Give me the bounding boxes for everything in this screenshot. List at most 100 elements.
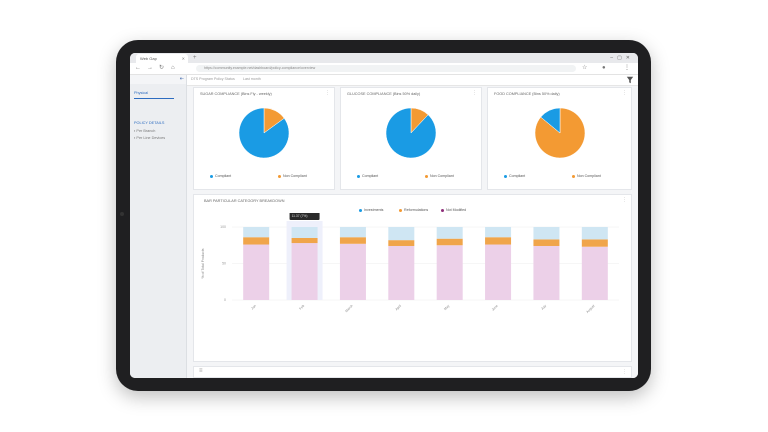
date-range-label[interactable]: Last month <box>243 77 261 81</box>
bar-segment-investments[interactable] <box>485 227 512 238</box>
legend-dot <box>210 174 213 178</box>
bar-segment-reformulations[interactable] <box>581 239 608 247</box>
bar-segment-not-modified[interactable] <box>291 243 318 300</box>
legend-dot <box>399 208 402 212</box>
bar-segment-reformulations[interactable] <box>533 239 560 246</box>
legend-reformulations: Reformulations <box>399 208 428 212</box>
card-menu-icon[interactable]: ⋮ <box>622 197 627 203</box>
card-menu-icon[interactable]: ⋮ <box>622 90 627 96</box>
profile-icon[interactable]: ● <box>602 65 606 71</box>
legend-compliant: Compliant <box>357 174 378 178</box>
x-tick-label: June <box>491 304 499 312</box>
bar-segment-not-modified[interactable] <box>339 243 366 300</box>
legend-label: Non Compliant <box>430 174 454 178</box>
close-icon[interactable]: ✕ <box>181 56 185 61</box>
pie-slice-compliant[interactable] <box>385 107 437 159</box>
legend-not-modified: Not Modified <box>441 208 466 212</box>
card-title: FOOD COMPLIANCE (Bins 50% daily) <box>494 92 560 96</box>
legend-label: Compliant <box>362 174 379 178</box>
legend-investments: Investments <box>359 208 383 212</box>
bar-segment-investments[interactable] <box>291 227 318 238</box>
star-icon[interactable]: ☆ <box>582 65 588 71</box>
sidebar-item-per-branch[interactable]: ▪ Per Branch <box>134 129 156 133</box>
bottom-card: ≡ ⋮ <box>193 366 632 378</box>
bar-segment-reformulations[interactable] <box>339 237 366 244</box>
pie-card-food: FOOD COMPLIANCE (Bins 50% daily) ⋮ Compl… <box>487 87 632 190</box>
x-tick-label: July <box>540 304 547 311</box>
screen: Web Gap ✕ + –▢✕ ← → ↻ ⌂ https://communit… <box>130 53 638 378</box>
card-menu-icon[interactable]: ⋮ <box>622 369 627 375</box>
chart-tooltip: • Reformulations11.37 (7%) <box>289 213 320 220</box>
sidebar-section-title: POLICY DETAILS <box>134 121 165 125</box>
legend-compliant: Compliant <box>210 174 231 178</box>
tooltip-value: 11.37 (7%) <box>292 214 308 218</box>
sidebar-header: ⇤ <box>130 75 186 84</box>
x-tick-label: May <box>443 304 450 311</box>
browser-menu-icon[interactable]: ⋮ <box>624 65 630 71</box>
bar-segment-not-modified[interactable] <box>581 246 608 300</box>
pie-slice-compliant[interactable] <box>238 107 290 159</box>
tablet-frame: Web Gap ✕ + –▢✕ ← → ↻ ⌂ https://communit… <box>116 40 651 391</box>
x-tick-label: August <box>585 304 595 314</box>
bar-segment-reformulations[interactable] <box>243 237 270 245</box>
legend-label: Not Modified <box>446 208 467 212</box>
bar-segment-investments[interactable] <box>339 227 366 238</box>
back-icon[interactable]: ← <box>135 65 141 71</box>
browser-tab[interactable]: Web Gap ✕ <box>136 54 188 63</box>
browser-tab-bar: Web Gap ✕ + –▢✕ <box>130 53 638 63</box>
x-tick-label: Jan <box>250 304 257 311</box>
x-tick-label: April <box>395 304 403 312</box>
bar-segment-reformulations[interactable] <box>291 237 318 244</box>
bar-segment-not-modified[interactable] <box>243 244 270 300</box>
pie-chart <box>385 107 437 159</box>
legend-label: Compliant <box>215 174 232 178</box>
y-tick-label: 100 <box>220 225 226 229</box>
bar-segment-investments[interactable] <box>581 227 608 240</box>
new-tab-icon[interactable]: + <box>193 55 197 61</box>
reload-icon[interactable]: ↻ <box>159 65 165 71</box>
legend-dot <box>425 174 428 178</box>
bar-segment-investments[interactable] <box>388 227 415 241</box>
bar-segment-investments[interactable] <box>533 227 560 240</box>
y-axis-label: % of Total Products <box>201 248 205 278</box>
y-tick-label: 0 <box>224 298 226 302</box>
bar-segment-reformulations[interactable] <box>388 240 415 246</box>
legend-non-compliant: Non Compliant <box>278 174 307 178</box>
camera-dot <box>120 212 124 216</box>
filter-icon[interactable] <box>626 76 634 84</box>
bar-segment-investments[interactable] <box>243 227 270 238</box>
main-content: DTS Program Policy Status Last month SUG… <box>187 75 638 378</box>
x-tick-label: Feb <box>298 304 305 311</box>
window-controls[interactable]: –▢✕ <box>610 55 634 61</box>
card-title: BAR PARTICULAR CATEGORY BREAKDOWN <box>204 199 285 203</box>
bar-segment-not-modified[interactable] <box>533 245 560 300</box>
legend-label: Non Compliant <box>577 174 601 178</box>
collapse-icon[interactable]: ⇤ <box>179 76 184 82</box>
card-menu-icon[interactable]: ⋮ <box>325 90 330 96</box>
sidebar-item-per-line-devices[interactable]: ▪ Per Line Devices <box>134 136 166 140</box>
url-field[interactable]: https://community.example.net/dashboard/… <box>196 65 576 72</box>
forward-icon[interactable]: → <box>147 65 153 71</box>
bar-segment-not-modified[interactable] <box>388 245 415 300</box>
legend-dot <box>504 174 507 178</box>
breadcrumb[interactable]: DTS Program Policy Status <box>191 77 235 81</box>
sidebar-link-physical[interactable]: Physical <box>134 91 149 95</box>
card-title: SUGAR COMPLIANCE (Bins Fly - weekly) <box>200 92 272 96</box>
pie-card-glucose: GLUCOSE COMPLIANCE (Bins 50% daily) ⋮ Co… <box>340 87 482 190</box>
legend-dot <box>441 208 444 212</box>
bar-segment-not-modified[interactable] <box>485 244 512 300</box>
bar-segment-not-modified[interactable] <box>436 245 463 300</box>
bar-segment-investments[interactable] <box>436 227 463 239</box>
card-menu-icon[interactable]: ⋮ <box>472 90 477 96</box>
home-icon[interactable]: ⌂ <box>171 65 175 71</box>
sidebar-item-label: Per Branch <box>136 129 156 133</box>
bar-segment-reformulations[interactable] <box>485 237 512 245</box>
page-header: DTS Program Policy Status Last month <box>187 75 638 86</box>
list-icon[interactable]: ≡ <box>199 368 203 374</box>
pie-slice-compliant[interactable] <box>540 107 561 134</box>
legend-dot <box>357 174 360 178</box>
legend-non-compliant: Non Compliant <box>425 174 454 178</box>
bar-segment-reformulations[interactable] <box>436 238 463 246</box>
legend-label: Compliant <box>509 174 526 178</box>
legend-label: Investments <box>364 208 384 212</box>
